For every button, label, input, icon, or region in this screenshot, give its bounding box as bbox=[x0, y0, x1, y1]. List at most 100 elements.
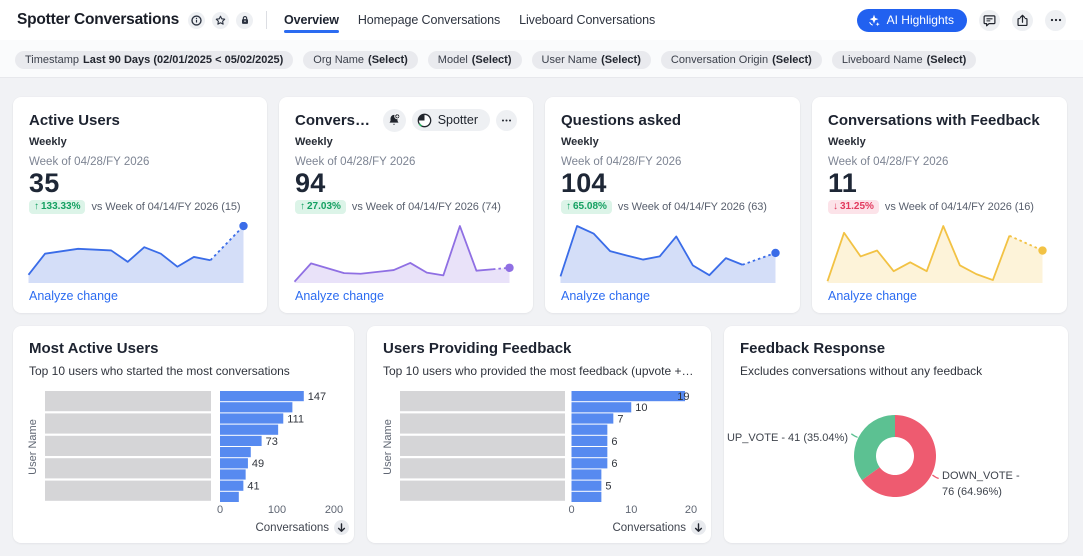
kpi-sparkline bbox=[293, 225, 514, 283]
kpi-header-actions: Spotter bbox=[382, 108, 519, 132]
bar[interactable] bbox=[571, 447, 608, 458]
kpi-period: Week of 04/28/FY 2026 bbox=[295, 156, 416, 168]
alert-bell-icon[interactable] bbox=[382, 108, 406, 132]
kpi-compare-row: ↓ 31.25% vs Week of 04/14/FY 2026 (16) bbox=[828, 199, 1053, 214]
bar[interactable] bbox=[571, 402, 632, 413]
arrow-up-icon: ↑ bbox=[300, 201, 305, 212]
filter-value: (Select) bbox=[368, 53, 408, 66]
kpi-card-header: Convers… Spotter bbox=[295, 108, 519, 132]
card-users-providing-feedback: Users Providing Feedback Top 10 users who… bbox=[367, 326, 711, 543]
bar[interactable] bbox=[571, 435, 608, 446]
bar[interactable] bbox=[571, 413, 614, 424]
redacted-user-label bbox=[400, 391, 565, 412]
analyze-change-link[interactable]: Analyze change bbox=[561, 289, 650, 303]
more-icon[interactable] bbox=[1045, 9, 1066, 31]
kpi-card-0: Active Users Weekly Week of 04/28/FY 2026 3… bbox=[13, 97, 267, 313]
bar[interactable] bbox=[571, 491, 602, 502]
bar[interactable] bbox=[220, 402, 293, 413]
donut-slice-down_vote[interactable] bbox=[861, 415, 936, 497]
x-tick-label: 10 bbox=[625, 504, 637, 516]
bar[interactable] bbox=[220, 391, 304, 402]
bar[interactable] bbox=[571, 391, 686, 402]
sort-descending-icon[interactable] bbox=[334, 520, 349, 535]
card-feedback-response: Feedback Response Excludes conversations … bbox=[724, 326, 1068, 543]
filter-chip-conversation-origin[interactable]: Conversation Origin (Select) bbox=[660, 50, 822, 69]
header-actions: AI Highlights bbox=[856, 8, 1066, 32]
filter-chip-org-name[interactable]: Org Name (Select) bbox=[303, 50, 418, 69]
share-icon[interactable] bbox=[1012, 9, 1033, 31]
x-tick-label: 20 bbox=[685, 504, 697, 516]
bar[interactable] bbox=[571, 458, 608, 469]
sparkline-projection bbox=[1009, 234, 1043, 252]
bar[interactable] bbox=[220, 469, 246, 480]
kpi-title: Conversations with Feedback bbox=[828, 111, 1040, 129]
kpi-value: 11 bbox=[828, 168, 857, 198]
ai-highlights-button[interactable]: AI Highlights bbox=[856, 8, 967, 32]
donut-label-connector bbox=[932, 474, 939, 479]
kpi-card-1: Convers… Spotter Weekly Week of 04/28/FY 20… bbox=[279, 97, 533, 313]
sparkline-line bbox=[293, 225, 494, 283]
filter-chip-timestamp[interactable]: Timestamp Last 90 Days (02/01/2025 < 05/0… bbox=[15, 50, 294, 69]
sparkline-end-dot bbox=[239, 222, 248, 231]
bar[interactable] bbox=[220, 447, 251, 458]
main-content: Active Users Weekly Week of 04/28/FY 2026 3… bbox=[0, 78, 1083, 543]
kpi-frequency: Weekly bbox=[561, 136, 599, 148]
redacted-user-label bbox=[400, 480, 565, 501]
bar[interactable] bbox=[571, 469, 602, 480]
analyze-change-link[interactable]: Analyze change bbox=[295, 289, 384, 303]
y-axis-label: User Name bbox=[382, 419, 394, 475]
kpi-change-value: 27.03% bbox=[307, 201, 341, 212]
spotter-label: Spotter bbox=[437, 113, 478, 127]
star-icon[interactable] bbox=[212, 11, 230, 29]
sparkline-area bbox=[827, 226, 1043, 283]
filter-value: (Select) bbox=[926, 53, 967, 66]
kpi-change-badge: ↑ 27.03% bbox=[295, 199, 346, 214]
kpi-period: Week of 04/28/FY 2026 bbox=[561, 156, 682, 168]
chart-subtitle: Top 10 users who provided the most feedb… bbox=[383, 364, 694, 378]
arrow-up-icon: ↑ bbox=[34, 201, 39, 212]
filter-chip-model[interactable]: Model (Select) bbox=[427, 50, 522, 69]
bar[interactable] bbox=[571, 424, 608, 435]
info-icon[interactable] bbox=[188, 11, 206, 29]
filter-chip-liveboard-name[interactable]: Liveboard Name (Select) bbox=[831, 50, 977, 69]
tab-liveboard-conversations[interactable]: Liveboard Conversations bbox=[519, 13, 656, 27]
bar[interactable] bbox=[220, 480, 244, 491]
bar-value-label: 111 bbox=[287, 413, 304, 425]
filter-value: Last 90 Days (02/01/2025 < 05/02/2025) bbox=[83, 53, 284, 66]
analyze-change-link[interactable]: Analyze change bbox=[828, 289, 917, 303]
bar[interactable] bbox=[220, 435, 262, 446]
kpi-sparkline bbox=[826, 225, 1047, 283]
kpi-value: 35 bbox=[29, 168, 60, 198]
filter-label: Model bbox=[437, 53, 468, 66]
x-tick-label: 0 bbox=[568, 504, 574, 516]
kpi-sparkline bbox=[559, 225, 780, 283]
chart-title: Feedback Response bbox=[740, 340, 886, 357]
sort-descending-icon[interactable] bbox=[691, 520, 706, 535]
redacted-user-label bbox=[400, 435, 565, 456]
bar[interactable] bbox=[220, 458, 248, 469]
filter-chip-user-name[interactable]: User Name (Select) bbox=[531, 50, 651, 69]
filter-label: Org Name bbox=[313, 53, 365, 66]
kpi-compare-text: vs Week of 04/14/FY 2026 (63) bbox=[617, 200, 767, 213]
tab-overview[interactable]: Overview bbox=[284, 0, 339, 40]
kpi-change-badge: ↓ 31.25% bbox=[828, 199, 879, 214]
page-title: Spotter Conversations bbox=[17, 11, 180, 28]
bar[interactable] bbox=[220, 424, 279, 435]
bar[interactable] bbox=[571, 480, 602, 491]
bar[interactable] bbox=[220, 413, 284, 424]
spotter-badge[interactable]: Spotter bbox=[411, 109, 490, 131]
comment-icon[interactable] bbox=[979, 9, 1000, 31]
lock-icon[interactable] bbox=[236, 11, 254, 29]
redacted-user-label bbox=[45, 413, 211, 434]
arrow-down-icon: ↓ bbox=[833, 201, 838, 212]
bar-value-label: 41 bbox=[247, 481, 259, 493]
filter-label: Liveboard Name bbox=[841, 53, 923, 66]
ai-sparkle-icon bbox=[867, 13, 881, 27]
donut-slice-up_vote[interactable] bbox=[854, 415, 895, 481]
bar-value-label: 147 bbox=[308, 391, 326, 403]
kpi-more-icon[interactable] bbox=[496, 109, 517, 131]
tab-homepage-conversations[interactable]: Homepage Conversations bbox=[357, 13, 501, 27]
bar[interactable] bbox=[220, 491, 239, 502]
analyze-change-link[interactable]: Analyze change bbox=[29, 289, 118, 303]
